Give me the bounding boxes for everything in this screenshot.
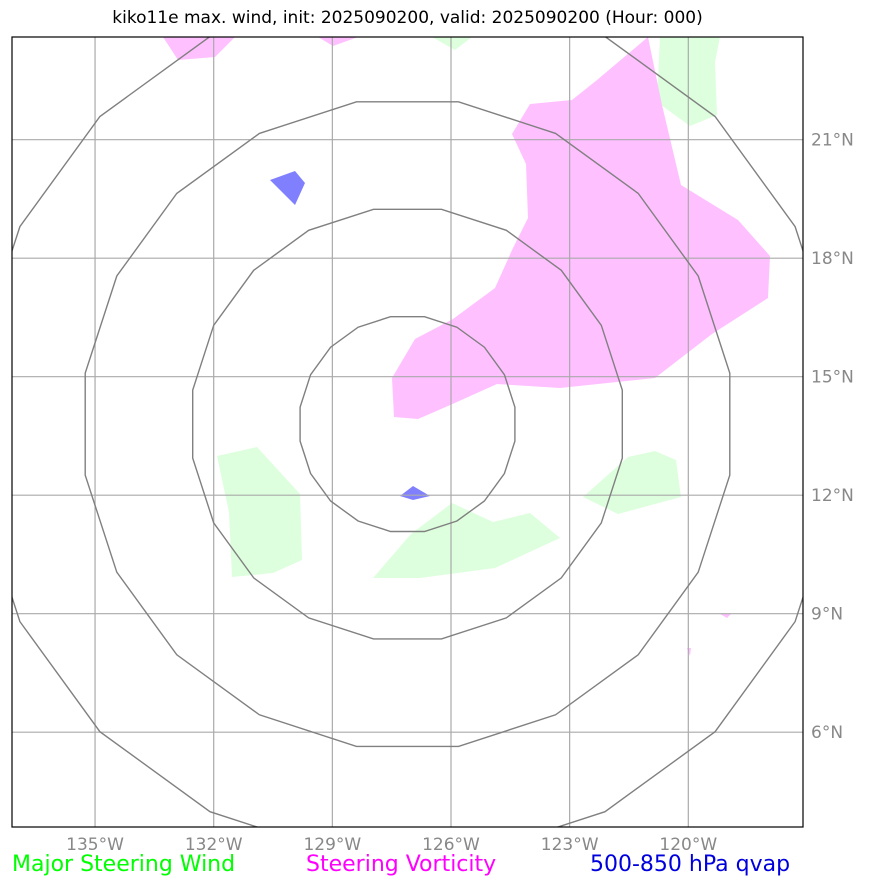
latitude-label: 6°N (811, 723, 843, 743)
longitude-label: 126°W (422, 835, 480, 855)
latitude-label: 21°N (811, 131, 854, 151)
range-rings (12, 37, 803, 827)
legend-qvap: 500-850 hPa qvap (590, 852, 791, 877)
map-title: kiko11e max. wind, init: 2025090200, val… (112, 8, 703, 28)
latitude-label: 15°N (811, 368, 854, 388)
map-frame (11, 36, 804, 828)
wind-area (432, 37, 472, 50)
vorticity-area (687, 648, 691, 656)
vorticity-area (720, 614, 731, 618)
wind-area (373, 503, 560, 578)
longitude-label: 135°W (66, 835, 124, 855)
vorticity-area (392, 37, 770, 419)
vorticity-area (163, 37, 235, 60)
range-ring (84, 101, 731, 748)
lat-lon-grid (12, 37, 803, 827)
latitude-labels: 21°N 18°N 15°N 12°N 9°N 6°N (811, 131, 854, 744)
latitude-label: 9°N (811, 605, 843, 625)
qvap-area (400, 486, 430, 500)
latitude-label: 18°N (811, 249, 854, 269)
legend-steering-wind: Major Steering Wind (12, 852, 236, 877)
qvap-areas (270, 171, 430, 500)
longitude-label: 132°W (185, 835, 243, 855)
range-ring (299, 316, 516, 533)
wind-area (583, 451, 681, 514)
longitude-label: 120°W (659, 835, 717, 855)
wind-area (217, 447, 302, 577)
range-ring (191, 208, 623, 640)
legend-steering-vorticity: Steering Vorticity (306, 852, 497, 877)
longitude-label: 129°W (303, 835, 361, 855)
latitude-label: 12°N (811, 486, 854, 506)
qvap-area (270, 171, 305, 205)
vorticity-area (318, 37, 358, 46)
longitude-labels: 135°W 132°W 129°W 126°W 123°W 120°W (66, 835, 717, 855)
range-ring (12, 37, 803, 827)
longitude-label: 123°W (541, 835, 599, 855)
